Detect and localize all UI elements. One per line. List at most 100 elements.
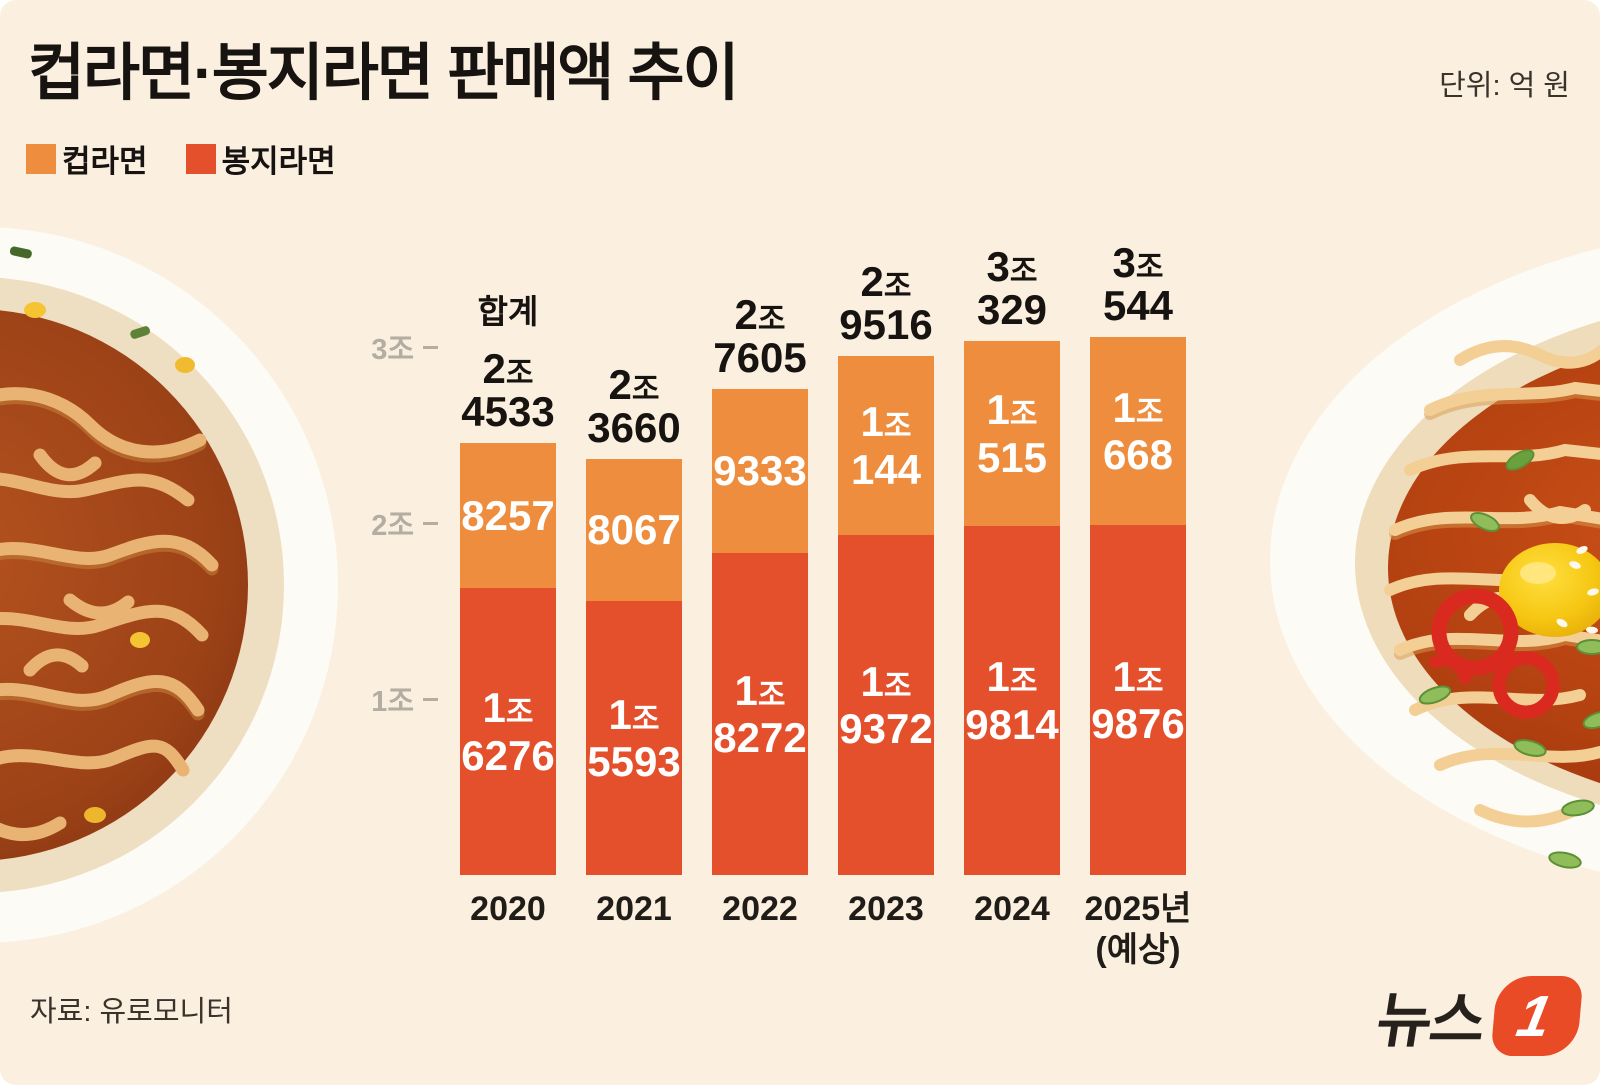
label-line: 4533 bbox=[461, 387, 555, 435]
legend-label-bag: 봉지라면 bbox=[221, 144, 336, 179]
y-tick-1조: 1조 bbox=[371, 678, 438, 720]
y-tick-label: 2조 bbox=[371, 510, 414, 542]
y-tick-dash bbox=[423, 345, 438, 349]
bag-ramen-segment: 1조 9372 bbox=[838, 535, 934, 875]
label-line: 8272 bbox=[713, 714, 807, 761]
cup-ramen-segment: 1조 515 bbox=[964, 341, 1060, 526]
y-tick-label: 1조 bbox=[371, 686, 414, 718]
news1-logo-text: 뉴스 bbox=[1371, 987, 1489, 1054]
legend-label-cup: 컵라면 bbox=[62, 144, 148, 179]
label-line: 5593 bbox=[587, 738, 681, 785]
total-value-label: 2조 9516 bbox=[839, 259, 933, 348]
label-line: 9876 bbox=[1091, 700, 1185, 747]
stacked-bar-chart: 합계 2조 4533 8257 1조 6276 2020 2조 3660 8067 1조 5593 20… bbox=[460, 0, 1192, 969]
x-axis-label: 2021 bbox=[596, 889, 672, 930]
label-line: 9814 bbox=[965, 700, 1059, 748]
label-line: 329 bbox=[976, 285, 1048, 333]
label-line: 9516 bbox=[839, 300, 933, 348]
cup-ramen-segment: 1조 668 bbox=[1090, 337, 1186, 525]
bag-ramen-segment: 1조 8272 bbox=[712, 553, 808, 875]
label-line: 1조 bbox=[608, 690, 660, 738]
label-line: 544 bbox=[1102, 281, 1174, 329]
total-value-label: 2조 4533 bbox=[461, 344, 555, 435]
legend-item-cup: 컵라면 bbox=[26, 136, 148, 181]
bar-group-2025년(예상): 3조 544 1조 668 1조 9876 2025년 (예상) bbox=[1085, 240, 1192, 968]
y-tick-2조: 2조 bbox=[371, 502, 438, 544]
label-line: 2조 bbox=[482, 344, 534, 392]
total-value-label: 3조 329 bbox=[976, 242, 1048, 333]
bag-ramen-segment: 1조 5593 bbox=[586, 601, 682, 875]
label-line: 2024 bbox=[974, 890, 1050, 928]
label-line: 9372 bbox=[839, 705, 933, 752]
legend-item-bag: 봉지라면 bbox=[185, 136, 336, 181]
label-line: 9333 bbox=[713, 447, 807, 495]
label-line: 2025년 bbox=[1084, 890, 1192, 928]
cup-ramen-segment: 9333 bbox=[712, 389, 808, 553]
label-line: 2022 bbox=[722, 890, 798, 928]
page-title: 컵라면·봉지라면 판매액 추이 bbox=[28, 39, 740, 108]
label-line: 2020 bbox=[470, 890, 546, 928]
y-tick-label: 3조 bbox=[371, 334, 414, 366]
bag-ramen-segment: 1조 9814 bbox=[964, 526, 1060, 875]
label-line: 8067 bbox=[587, 506, 681, 554]
label-line: 1조 bbox=[986, 386, 1038, 434]
bar-group-2024: 3조 329 1조 515 1조 9814 2024 bbox=[964, 244, 1060, 928]
label-line: 1조 bbox=[860, 657, 912, 705]
cup-ramen-segment: 8067 bbox=[586, 459, 682, 601]
y-tick-dash bbox=[423, 697, 438, 701]
noodles-illustration bbox=[1384, 340, 1600, 828]
label-line: 2조 bbox=[608, 360, 660, 408]
total-value-label: 3조 544 bbox=[1102, 238, 1174, 329]
label-line: (예상) bbox=[1095, 930, 1181, 969]
right-ramen-photo bbox=[1270, 248, 1600, 872]
label-line: 1조 bbox=[482, 684, 534, 732]
total-header-label: 합계 bbox=[477, 293, 539, 330]
cup-ramen-segment: 8257 bbox=[460, 443, 556, 588]
chili-illustration bbox=[1429, 588, 1560, 719]
egg-yolk-illustration bbox=[1499, 543, 1600, 637]
label-line: 1조 bbox=[734, 666, 786, 714]
label-line: 1조 bbox=[986, 653, 1038, 701]
label-line: 2023 bbox=[848, 890, 924, 928]
total-value-label: 2조 7605 bbox=[713, 290, 807, 381]
news1-logo: 뉴스 1 bbox=[1371, 972, 1584, 1059]
news1-logo-badge-digit: 1 bbox=[1511, 983, 1557, 1048]
bag-ramen-swatch bbox=[185, 143, 216, 174]
y-tick-3조: 3조 bbox=[371, 326, 438, 368]
x-axis-label: 2020 bbox=[470, 889, 546, 930]
label-line: 7605 bbox=[713, 333, 807, 381]
total-value-label: 2조 3660 bbox=[587, 360, 681, 451]
x-axis-label: 2024 bbox=[974, 889, 1050, 930]
unit-label: 단위: 억 원 bbox=[1439, 70, 1570, 102]
bar-group-2020: 합계 2조 4533 8257 1조 6276 2020 bbox=[460, 293, 556, 928]
source-credit: 자료: 유로모니터 bbox=[30, 996, 233, 1028]
label-line: 1조 bbox=[1112, 652, 1164, 700]
label-line: 1조 bbox=[1112, 383, 1164, 431]
noodles-illustration bbox=[0, 387, 219, 841]
cup-ramen-segment: 1조 144 bbox=[838, 356, 934, 535]
label-line: 515 bbox=[976, 433, 1048, 481]
bag-ramen-segment: 1조 9876 bbox=[1090, 525, 1186, 875]
bars-row: 합계 2조 4533 8257 1조 6276 2020 2조 3660 8067 1조 5593 20… bbox=[460, 240, 1192, 969]
label-line: 2021 bbox=[596, 890, 672, 928]
legend: 컵라면 봉지라면 bbox=[26, 136, 336, 181]
left-ramen-photo bbox=[0, 227, 338, 943]
label-line: 3조 bbox=[1112, 238, 1164, 286]
bar-group-2023: 2조 9516 1조 144 1조 9372 2023 bbox=[838, 259, 934, 928]
label-line: 668 bbox=[1102, 431, 1174, 478]
label-line: 1조 bbox=[860, 398, 912, 446]
cup-ramen-swatch bbox=[26, 143, 56, 174]
bag-ramen-segment: 1조 6276 bbox=[460, 588, 556, 875]
x-axis-label: 2025년 (예상) bbox=[1085, 889, 1192, 971]
soup-bowl-illustration bbox=[1270, 248, 1600, 872]
label-line: 3660 bbox=[587, 403, 681, 451]
news1-logo-badge-icon: 1 bbox=[1490, 975, 1584, 1056]
label-line: 8257 bbox=[461, 491, 555, 539]
label-line: 3조 bbox=[986, 242, 1038, 290]
label-line: 2조 bbox=[734, 290, 786, 338]
bar-group-2022: 2조 7605 9333 1조 8272 2022 bbox=[712, 292, 808, 928]
cup-bowl-illustration bbox=[0, 227, 338, 943]
y-tick-dash bbox=[423, 521, 438, 525]
garnish-illustration bbox=[9, 246, 195, 823]
